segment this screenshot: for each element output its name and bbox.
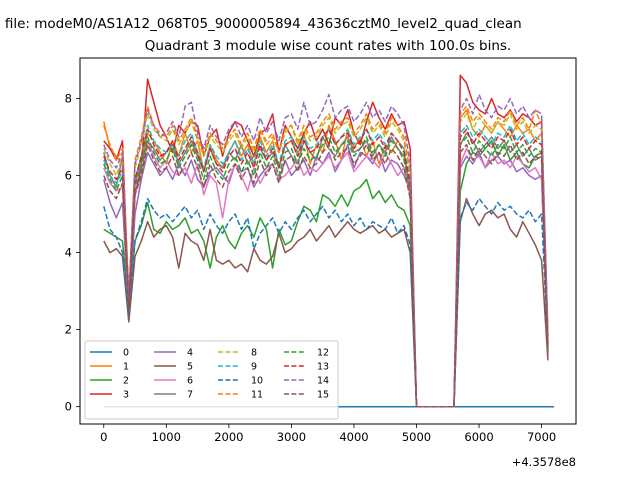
chart-suptitle: n file: modeM0/AS1A12_068T05_9000005894_…: [0, 16, 522, 32]
series-line-12: [103, 136, 549, 408]
legend-box: [84, 340, 339, 420]
x-tick-label: 4000: [339, 430, 368, 444]
series-line-15: [103, 143, 549, 408]
x-offset-label: +4.3578e8: [512, 455, 576, 469]
legend-label-14: 14: [317, 376, 329, 387]
legend-label-15: 15: [317, 390, 329, 401]
series-line-2: [103, 140, 549, 408]
legend-label-7: 7: [187, 390, 193, 401]
x-tick-label: 1000: [152, 430, 181, 444]
series-line-4: [103, 143, 549, 408]
y-tick-label: 6: [65, 169, 72, 183]
chart-title: Quadrant 3 module wise count rates with …: [145, 38, 511, 54]
series-layer: [103, 74, 555, 408]
legend-label-2: 2: [123, 376, 129, 387]
legend-label-6: 6: [187, 376, 193, 387]
x-tick-label: 6000: [464, 430, 493, 444]
legend-label-9: 9: [251, 362, 257, 373]
series-line-10: [103, 197, 549, 408]
legend-label-13: 13: [317, 362, 329, 373]
y-tick-label: 8: [65, 91, 72, 105]
axis-ticks: 0 1000 2000 3000 4000 5000 6000 7000 0 2 4 6 8: [65, 91, 557, 444]
y-tick-label: 2: [65, 323, 72, 337]
series-line-5: [103, 197, 549, 408]
plot-area-frame: [79, 57, 577, 425]
legend-label-10: 10: [251, 376, 263, 387]
x-tick-label: 2000: [214, 430, 243, 444]
legend-label-8: 8: [251, 348, 257, 359]
legend-label-1: 1: [123, 362, 129, 373]
series-line-11: [103, 105, 549, 408]
y-tick-label: 4: [65, 246, 72, 260]
legend-label-5: 5: [187, 362, 193, 373]
legend-label-0: 0: [123, 348, 129, 359]
legend-label-4: 4: [187, 348, 193, 359]
y-tick-label: 0: [65, 400, 72, 414]
series-line-3: [103, 74, 549, 408]
x-tick-label: 5000: [402, 430, 431, 444]
legend-label-11: 11: [251, 390, 263, 401]
x-tick-label: 7000: [527, 430, 556, 444]
legend-label-3: 3: [123, 390, 129, 401]
series-line-13: [103, 128, 549, 408]
series-line-14: [103, 93, 549, 408]
x-tick-label: 3000: [277, 430, 306, 444]
x-tick-label: 0: [100, 430, 107, 444]
legend-label-12: 12: [317, 348, 329, 359]
